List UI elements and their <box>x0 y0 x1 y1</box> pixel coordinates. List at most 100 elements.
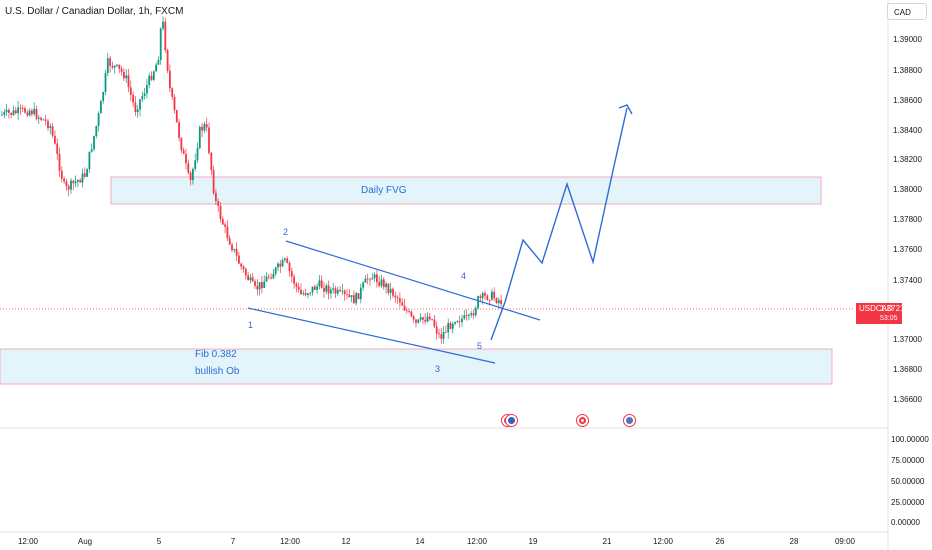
candle-body <box>143 93 146 96</box>
last-price-tag: USDCAD 1.37212 53:05 <box>856 303 909 324</box>
candle-body <box>77 180 79 182</box>
candle-body <box>387 283 390 293</box>
candle-body <box>90 149 93 152</box>
candle-body <box>277 263 279 268</box>
candle-body <box>258 282 261 290</box>
candle-body <box>164 21 167 51</box>
time-tick: 7 <box>230 537 236 546</box>
candle-body <box>270 277 272 279</box>
oscillator-tick: 50.00000 <box>891 477 925 486</box>
currency-button[interactable]: CAD <box>887 3 927 20</box>
price-tick: 1.36600 <box>893 395 922 404</box>
candle-body <box>424 319 427 322</box>
candle-body <box>290 271 293 277</box>
candle-body <box>323 287 325 292</box>
candle-body <box>394 295 397 298</box>
time-tick: 5 <box>156 537 162 546</box>
us-event-icon[interactable] <box>505 414 518 427</box>
us-event-icon[interactable] <box>623 414 636 427</box>
candle-body <box>343 290 346 295</box>
candle-body <box>231 244 233 251</box>
candle-body <box>428 316 431 320</box>
candle-body <box>357 293 360 300</box>
fib-label: Fib 0.382 <box>195 349 237 360</box>
candle-body <box>72 180 75 184</box>
candle-body <box>431 319 433 321</box>
candle-body <box>17 107 19 114</box>
candle-body <box>54 135 56 144</box>
candle-body <box>267 276 270 278</box>
wave-label-2: 2 <box>283 227 289 237</box>
wave-label-1: 1 <box>248 320 254 330</box>
oscillator-tick: 25.00000 <box>891 498 925 507</box>
candle-body <box>123 71 125 79</box>
candle-body <box>175 110 178 123</box>
candle-body <box>155 64 157 72</box>
candle-body <box>327 285 330 294</box>
candle-body <box>228 238 231 245</box>
candle-body <box>477 296 479 309</box>
candle-body <box>201 126 203 131</box>
candle-body <box>307 293 309 296</box>
candle-body <box>288 262 291 272</box>
candle-body <box>189 172 192 181</box>
candle-body <box>332 288 335 290</box>
candle-body <box>458 321 461 323</box>
time-tick: 12:00 <box>466 537 488 546</box>
candle-body <box>56 143 59 154</box>
candle-body <box>224 224 226 227</box>
candle-body <box>171 88 174 97</box>
candle-body <box>442 332 445 339</box>
candle-body <box>408 311 410 312</box>
candle-body <box>251 277 254 282</box>
daily-fvg-zone[interactable] <box>110 176 822 205</box>
candle-body <box>481 293 484 298</box>
wave-label-3: 3 <box>435 364 441 374</box>
wedge-lower-trendline[interactable] <box>247 307 496 364</box>
candle-body <box>362 282 364 288</box>
candle-body <box>129 87 132 95</box>
time-tick: 12:00 <box>652 537 674 546</box>
candle-body <box>330 289 332 294</box>
candle-body <box>261 282 263 289</box>
candle-body <box>111 65 114 68</box>
candle-body <box>263 281 266 289</box>
candle-body <box>127 75 130 88</box>
candle-body <box>281 259 284 267</box>
candle-body <box>93 135 95 150</box>
wedge-upper-trendline[interactable] <box>285 240 541 321</box>
candle-body <box>403 305 406 311</box>
candle-body <box>244 268 247 276</box>
candle-body <box>146 85 148 94</box>
candle-body <box>74 181 77 184</box>
candle-body <box>410 311 413 317</box>
candle-body <box>79 180 82 183</box>
candle-body <box>132 94 134 103</box>
price-tick: 1.37400 <box>893 276 922 285</box>
candle-body <box>256 285 259 290</box>
candle-body <box>233 249 236 251</box>
candle-body <box>493 291 496 299</box>
candle-body <box>226 226 229 239</box>
time-tick: 12:00 <box>279 537 301 546</box>
projected-path[interactable] <box>490 107 628 341</box>
candle-body <box>389 288 392 293</box>
candle-body <box>350 295 353 298</box>
candle-body <box>463 315 466 319</box>
candle-body <box>221 218 224 225</box>
candle-body <box>67 186 70 190</box>
candle-body <box>148 75 151 86</box>
candle-body <box>97 113 100 126</box>
ca-event-icon[interactable] <box>576 414 589 427</box>
price-tick: 1.37600 <box>893 245 922 254</box>
candle-body <box>205 124 208 128</box>
candle-body <box>152 71 155 80</box>
candle-body <box>435 326 438 334</box>
price-tick: 1.38000 <box>893 185 922 194</box>
candle-body <box>44 119 47 121</box>
wave-label-5: 5 <box>477 341 483 351</box>
candle-body <box>286 258 289 263</box>
bullish-ob-zone[interactable] <box>0 348 833 385</box>
candle-body <box>454 322 456 324</box>
